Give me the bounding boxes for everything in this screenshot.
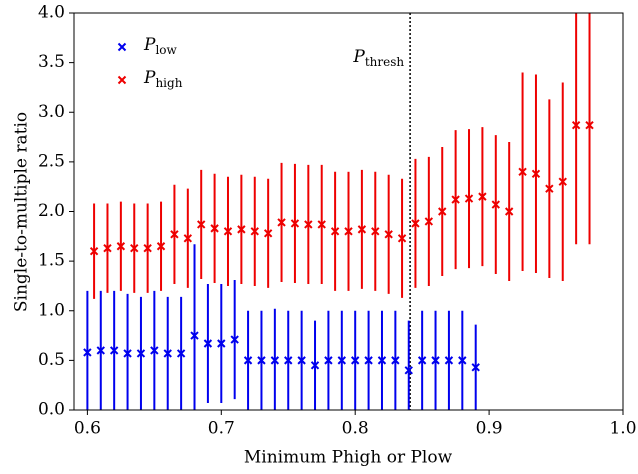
y-tick-label: 2.5 xyxy=(38,151,65,171)
marker xyxy=(391,356,400,365)
marker xyxy=(504,207,514,216)
y-tick-label: 3.5 xyxy=(38,52,65,72)
marker xyxy=(337,356,347,365)
marker xyxy=(183,234,193,243)
marker xyxy=(136,349,146,358)
marker xyxy=(284,356,293,365)
marker xyxy=(397,234,407,243)
y-tick-label: 1.0 xyxy=(38,300,65,320)
marker xyxy=(585,120,594,130)
marker xyxy=(464,194,474,203)
marker xyxy=(83,348,92,357)
marker xyxy=(411,219,420,228)
marker xyxy=(350,356,360,365)
y-tick-label: 2.0 xyxy=(38,201,65,221)
marker xyxy=(518,167,527,177)
legend-label: Plow xyxy=(143,35,178,57)
marker xyxy=(404,366,413,375)
marker xyxy=(377,356,387,365)
marker xyxy=(471,363,480,372)
legend-label: Phigh xyxy=(143,68,183,90)
marker xyxy=(431,356,440,365)
legend-marker xyxy=(117,75,127,85)
marker xyxy=(558,177,567,186)
marker xyxy=(123,349,132,358)
marker xyxy=(384,230,393,239)
marker xyxy=(290,219,300,228)
marker xyxy=(109,346,119,355)
marker xyxy=(156,242,166,251)
y-axis-label: Single-to-multiple ratio xyxy=(12,112,32,312)
marker xyxy=(250,227,259,236)
marker xyxy=(223,227,233,236)
marker xyxy=(571,120,581,130)
x-tick-label: 1.0 xyxy=(609,419,636,439)
marker xyxy=(330,227,340,236)
marker xyxy=(491,200,501,209)
marker xyxy=(424,217,434,226)
marker xyxy=(103,244,112,253)
marker xyxy=(324,356,333,365)
marker xyxy=(444,356,454,365)
marker xyxy=(270,356,280,365)
marker xyxy=(89,246,99,256)
marker xyxy=(458,356,467,365)
x-tick-label: 0.9 xyxy=(476,419,503,439)
x-tick-label: 0.7 xyxy=(208,419,235,439)
marker xyxy=(190,331,199,340)
marker xyxy=(263,229,273,238)
marker xyxy=(417,356,427,365)
marker xyxy=(116,242,126,251)
marker xyxy=(317,220,326,229)
marker xyxy=(451,195,460,204)
y-tick-label: 1.5 xyxy=(38,251,65,271)
marker xyxy=(531,169,541,178)
marker xyxy=(277,218,286,227)
marker xyxy=(170,230,179,239)
marker xyxy=(130,244,139,253)
marker xyxy=(230,335,239,344)
x-tick-label: 0.6 xyxy=(74,419,101,439)
marker xyxy=(217,339,226,348)
marker xyxy=(143,244,152,253)
marker xyxy=(203,339,213,348)
marker xyxy=(364,356,373,365)
marker xyxy=(96,346,105,355)
marker xyxy=(196,220,206,229)
y-tick-label: 0.5 xyxy=(38,350,65,370)
marker xyxy=(545,184,554,193)
marker xyxy=(150,346,159,355)
y-tick-label: 0.0 xyxy=(38,400,65,420)
marker xyxy=(297,356,306,365)
x-axis-label: Minimum Phigh or Plow xyxy=(244,448,453,468)
x-tick-label: 0.8 xyxy=(342,419,369,439)
marker xyxy=(163,349,172,358)
y-tick-label: 3.0 xyxy=(38,102,65,122)
marker xyxy=(210,224,219,233)
legend-marker xyxy=(117,42,127,52)
plot-frame xyxy=(73,12,624,411)
y-tick-label: 4.0 xyxy=(38,3,65,23)
marker xyxy=(176,349,186,358)
marker xyxy=(310,361,320,370)
marker xyxy=(438,207,447,216)
marker xyxy=(371,227,380,236)
marker xyxy=(357,225,367,234)
marker xyxy=(237,225,246,234)
threshold-label: Pthresh xyxy=(352,47,404,69)
marker xyxy=(344,227,353,236)
marker xyxy=(478,192,487,201)
marker xyxy=(257,356,266,365)
marker xyxy=(304,220,313,229)
marker xyxy=(243,356,253,365)
